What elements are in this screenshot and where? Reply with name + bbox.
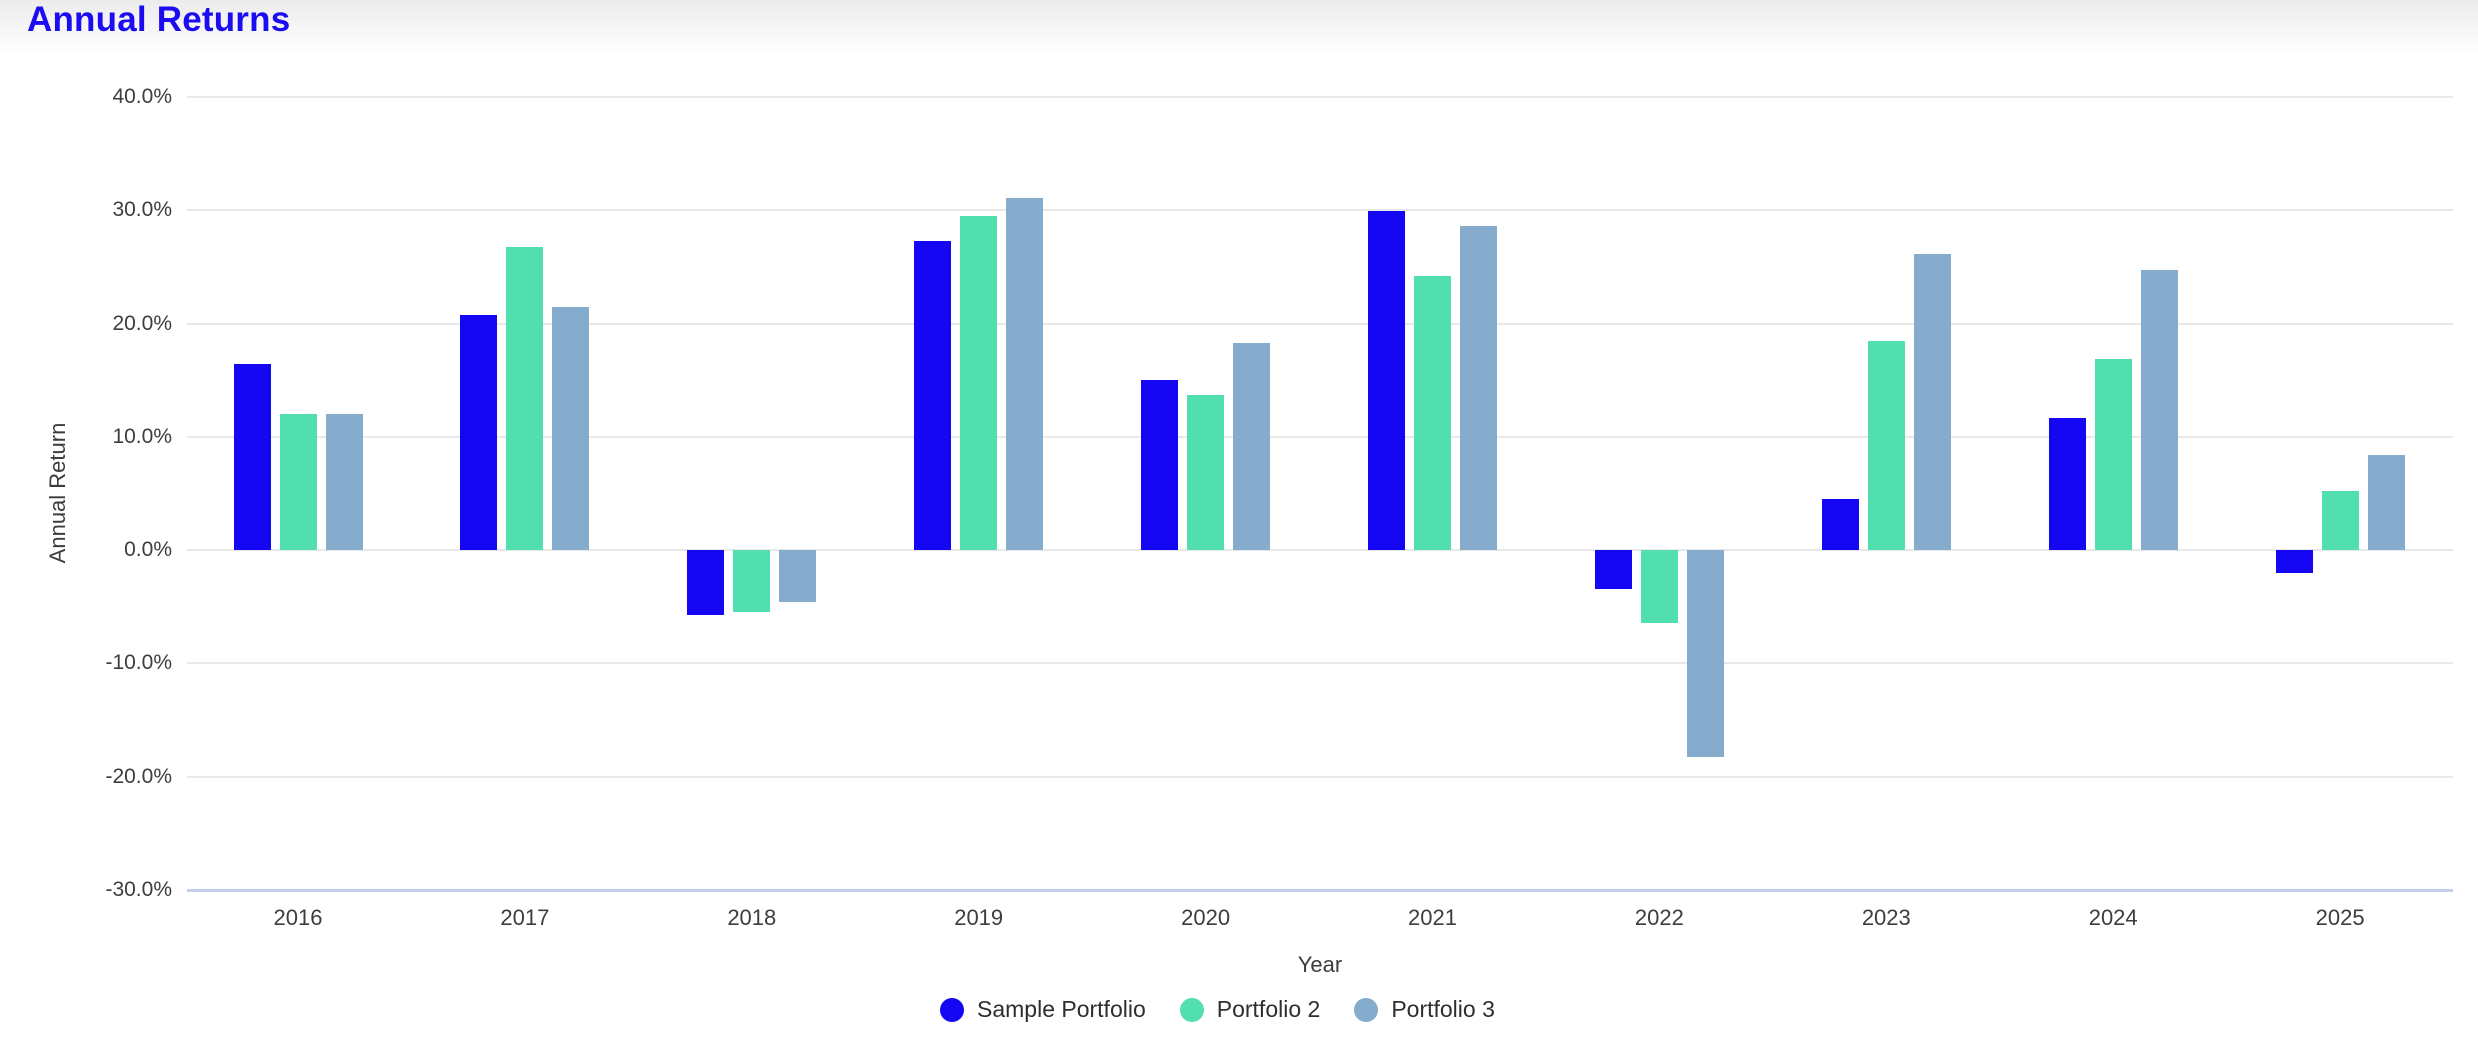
bar-portfolio-3-2019[interactable] [1006,197,1044,551]
bar-portfolio-3-2023[interactable] [1913,254,1951,551]
x-tick-label-2017: 2017 [500,905,550,930]
y-tick-label--30: -30.0% [105,878,172,901]
legend-item-sample-portfolio[interactable]: Sample Portfolio [940,996,1146,1023]
legend-dot-icon [940,997,964,1022]
legend-item-portfolio-2[interactable]: Portfolio 2 [1179,996,1321,1023]
x-tick-label-2020: 2020 [1181,905,1231,930]
legend-label: Portfolio 2 [1216,996,1321,1022]
y-tick-label-40: 40.0% [112,85,172,108]
legend-label: Sample Portfolio [977,996,1146,1022]
bar-portfolio-2-2017[interactable] [506,246,544,551]
bar-sample-portfolio-2016[interactable] [233,364,271,551]
gridline-0 [187,549,2453,552]
x-tick-label-2016: 2016 [273,905,323,930]
bar-portfolio-3-2022[interactable] [1686,550,1724,758]
legend-item-portfolio-3[interactable]: Portfolio 3 [1354,996,1495,1023]
bar-portfolio-3-2021[interactable] [1460,226,1497,551]
bar-portfolio-3-2017[interactable] [552,306,590,551]
y-tick-label-30: 30.0% [112,198,172,222]
y-tick-label-10: 10.0% [112,424,172,448]
gridline--20 [187,775,2453,778]
y-tick-label-20: 20.0% [112,311,172,335]
bar-portfolio-3-2025[interactable] [2367,454,2405,551]
bar-sample-portfolio-2021[interactable] [1368,211,1405,551]
x-tick-label-2019: 2019 [954,905,1004,930]
gridline-40 [187,96,2453,98]
bar-portfolio-2-2021[interactable] [1414,275,1451,551]
plot-area [187,96,2453,892]
bar-sample-portfolio-2019[interactable] [914,240,952,551]
legend-dot-icon [1179,997,1204,1022]
bar-portfolio-3-2016[interactable] [325,414,363,551]
bar-sample-portfolio-2020[interactable] [1141,380,1179,551]
bar-portfolio-2-2022[interactable] [1640,550,1678,623]
y-tick-label--20: -20.0% [105,764,172,788]
y-tick-label--10: -10.0% [105,651,172,675]
bar-portfolio-2-2023[interactable] [1867,340,1905,551]
bar-portfolio-2-2018[interactable] [733,550,771,613]
gridline-30 [187,209,2453,212]
bar-sample-portfolio-2022[interactable] [1594,550,1632,589]
bar-sample-portfolio-2025[interactable] [2275,550,2313,573]
y-tick-label-0: 0.0% [124,538,172,562]
bar-portfolio-2-2020[interactable] [1187,394,1225,551]
x-tick-label-2023: 2023 [1861,905,1911,930]
bar-portfolio-3-2018[interactable] [779,550,817,603]
bar-sample-portfolio-2024[interactable] [2048,417,2086,551]
bar-portfolio-3-2024[interactable] [2140,270,2178,551]
x-tick-label-2025: 2025 [2315,905,2365,930]
gridline-10 [187,435,2453,438]
bar-portfolio-2-2019[interactable] [960,215,998,551]
bar-portfolio-2-2024[interactable] [2094,358,2132,551]
bar-sample-portfolio-2018[interactable] [687,550,725,615]
gridline--30 [187,889,2453,892]
x-tick-label-2024: 2024 [2088,905,2138,930]
x-axis-title: Year [1297,952,1343,977]
gridline-20 [187,322,2453,325]
gridline--10 [187,662,2453,665]
x-tick-label-2021: 2021 [1408,905,1457,930]
top-fade-gradient [0,0,2478,56]
bar-sample-portfolio-2017[interactable] [460,314,498,551]
x-tick-label-2018: 2018 [727,905,777,930]
bar-portfolio-3-2020[interactable] [1233,342,1271,551]
bar-portfolio-2-2025[interactable] [2321,491,2359,551]
bar-sample-portfolio-2023[interactable] [1821,499,1859,551]
chart-title: Annual Returns [27,0,291,39]
bar-portfolio-2-2016[interactable] [279,414,317,551]
legend-dot-icon [1354,997,1379,1022]
chart-legend: Sample Portfolio Portfolio 2 Portfolio 3 [940,996,1495,1023]
x-tick-label-2022: 2022 [1634,905,1684,930]
legend-label: Portfolio 3 [1391,996,1495,1022]
